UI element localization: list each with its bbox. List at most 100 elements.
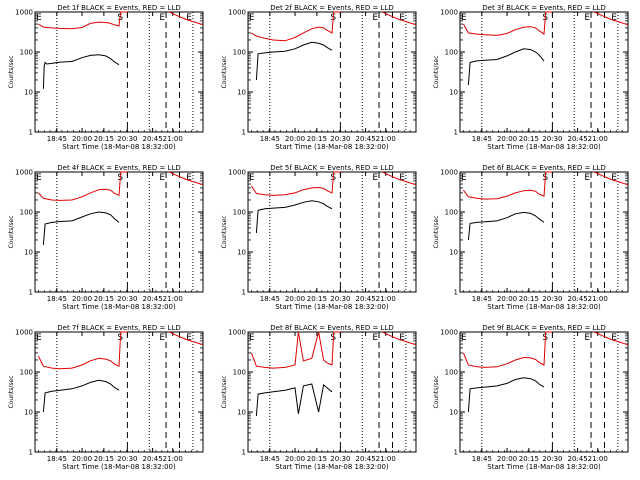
plot-frame bbox=[247, 11, 417, 133]
event-marker-e: E bbox=[36, 333, 42, 343]
x-axis-label: Start Time (18-Mar-08 18:32:00) bbox=[275, 143, 389, 151]
series-lld-tail bbox=[594, 171, 629, 186]
panel-title: Det 9f BLACK = Events, RED = LLD bbox=[482, 324, 605, 332]
x-tick-label: 21:00 bbox=[588, 135, 608, 143]
y-tick-label: 1 bbox=[242, 289, 246, 297]
x-tick-label: 20:30 bbox=[330, 455, 350, 463]
plot-frame bbox=[34, 331, 204, 453]
x-axis-label: Start Time (18-Mar-08 18:32:00) bbox=[487, 463, 601, 471]
plot-frame bbox=[34, 171, 204, 293]
y-axis-label: Counts/sec bbox=[433, 375, 440, 408]
plot-frame bbox=[459, 11, 629, 133]
y-tick-label: 10 bbox=[449, 409, 458, 417]
y-tick-label: 1 bbox=[29, 289, 33, 297]
y-tick-label: 100 bbox=[233, 209, 246, 217]
series-lld-tail bbox=[382, 331, 417, 346]
event-marker-e: E bbox=[186, 333, 192, 343]
event-marker-e: E bbox=[159, 13, 165, 23]
event-marker-e: E bbox=[36, 173, 42, 183]
series-events bbox=[255, 200, 333, 233]
y-tick-label: 10 bbox=[237, 89, 246, 97]
series-lld bbox=[251, 11, 341, 42]
event-marker-e: E bbox=[399, 173, 405, 183]
x-tick-label: 20:30 bbox=[330, 295, 350, 303]
x-tick-label: 20:15 bbox=[519, 295, 539, 303]
x-tick-label: 18:45 bbox=[472, 135, 492, 143]
series-lld-tail bbox=[382, 171, 417, 186]
event-marker-e: E bbox=[159, 333, 165, 343]
series-lld bbox=[37, 331, 128, 370]
y-tick-label: 1000 bbox=[440, 9, 458, 17]
series-lld-tail bbox=[594, 331, 629, 346]
event-marker-e: E bbox=[372, 173, 378, 183]
y-tick-label: 1000 bbox=[440, 169, 458, 177]
x-tick-label: 18:45 bbox=[47, 295, 67, 303]
panel-title: Det 1f BLACK = Events, RED = LLD bbox=[57, 4, 180, 12]
x-tick-label: 20:45 bbox=[143, 135, 163, 143]
x-tick-label: 20:45 bbox=[143, 455, 163, 463]
x-tick-label: 20:45 bbox=[356, 295, 376, 303]
panel-title: Det 5f BLACK = Events, RED = LLD bbox=[270, 164, 393, 172]
x-tick-label: 20:45 bbox=[356, 135, 376, 143]
event-marker-e: E bbox=[461, 13, 467, 23]
y-tick-label: 1 bbox=[242, 129, 246, 137]
series-lld bbox=[462, 331, 553, 368]
x-tick-label: 18:45 bbox=[260, 295, 280, 303]
series-lld-tail bbox=[169, 171, 204, 186]
series-lld bbox=[462, 11, 553, 36]
x-tick-label: 20:00 bbox=[285, 455, 305, 463]
y-tick-label: 100 bbox=[233, 369, 246, 377]
y-tick-label: 1000 bbox=[15, 169, 33, 177]
x-tick-label: 20:30 bbox=[542, 295, 562, 303]
plot-frame bbox=[34, 11, 204, 133]
event-marker-e: E bbox=[399, 13, 405, 23]
x-tick-label: 20:30 bbox=[542, 455, 562, 463]
y-axis-label: Counts/sec bbox=[221, 55, 228, 88]
event-marker-e: E bbox=[249, 13, 255, 23]
event-marker-e: E bbox=[584, 333, 590, 343]
y-tick-label: 10 bbox=[237, 249, 246, 257]
x-tick-label: 20:45 bbox=[143, 295, 163, 303]
panel-det-2: Det 2f BLACK = Events, RED = LLD 1 10 100 10… bbox=[221, 4, 417, 151]
panel-title: Det 2f BLACK = Events, RED = LLD bbox=[270, 4, 393, 12]
y-tick-label: 1000 bbox=[228, 329, 246, 337]
y-tick-label: 1000 bbox=[228, 169, 246, 177]
y-axis-label: Counts/sec bbox=[8, 55, 15, 88]
x-axis-label: Start Time (18-Mar-08 18:32:00) bbox=[487, 303, 601, 311]
event-marker-e: E bbox=[399, 333, 405, 343]
x-axis-label: Start Time (18-Mar-08 18:32:00) bbox=[62, 303, 176, 311]
y-tick-label: 1000 bbox=[440, 329, 458, 337]
event-marker-e: E bbox=[186, 13, 192, 23]
y-tick-label: 1 bbox=[29, 449, 33, 457]
x-tick-label: 18:45 bbox=[47, 135, 67, 143]
x-axis-label: Start Time (18-Mar-08 18:32:00) bbox=[275, 303, 389, 311]
panel-det-4: Det 4f BLACK = Events, RED = LLD 1 10 100 10… bbox=[8, 164, 204, 311]
series-lld bbox=[38, 171, 128, 201]
x-tick-label: 20:15 bbox=[307, 135, 327, 143]
event-marker-e: E bbox=[159, 173, 165, 183]
plot-frame bbox=[459, 171, 629, 293]
y-tick-label: 1 bbox=[242, 449, 246, 457]
panel-det-9: Det 9f BLACK = Events, RED = LLD 1 10 100 10… bbox=[433, 324, 629, 471]
x-tick-label: 18:45 bbox=[47, 455, 67, 463]
x-tick-label: 21:00 bbox=[376, 455, 396, 463]
x-tick-label: 18:45 bbox=[472, 455, 492, 463]
x-tick-label: 20:00 bbox=[72, 295, 92, 303]
y-axis-label: Counts/sec bbox=[433, 55, 440, 88]
event-marker-e: E bbox=[584, 13, 590, 23]
x-tick-label: 21:00 bbox=[588, 455, 608, 463]
series-events bbox=[42, 54, 120, 89]
plot-frame bbox=[247, 171, 417, 293]
panel-title: Det 8f BLACK = Events, RED = LLD bbox=[270, 324, 393, 332]
event-marker-e: E bbox=[372, 13, 378, 23]
x-tick-label: 20:30 bbox=[117, 295, 137, 303]
x-tick-label: 20:00 bbox=[497, 295, 517, 303]
y-tick-label: 100 bbox=[233, 49, 246, 57]
x-tick-label: 20:15 bbox=[94, 295, 114, 303]
event-marker-e: E bbox=[611, 173, 617, 183]
x-tick-label: 20:30 bbox=[330, 135, 350, 143]
y-tick-label: 1000 bbox=[228, 9, 246, 17]
event-marker-e: E bbox=[584, 173, 590, 183]
x-tick-label: 20:00 bbox=[497, 135, 517, 143]
